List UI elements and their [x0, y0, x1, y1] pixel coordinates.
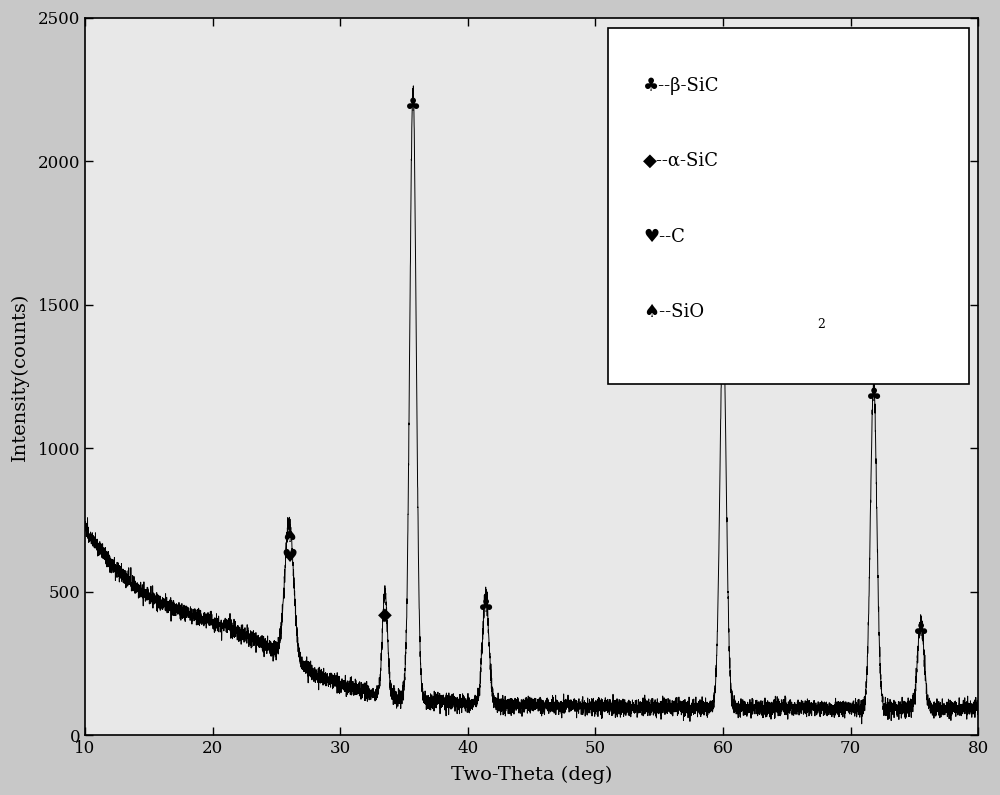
Text: ♥: ♥ [281, 548, 297, 566]
Text: ◆: ◆ [378, 606, 392, 623]
FancyBboxPatch shape [608, 29, 969, 384]
Text: ♣: ♣ [913, 622, 929, 641]
X-axis label: Two-Theta (deg): Two-Theta (deg) [451, 766, 612, 784]
Text: ♠--SiO: ♠--SiO [643, 303, 704, 321]
Text: ♣: ♣ [866, 387, 882, 405]
Text: ♣: ♣ [715, 327, 731, 345]
Text: ◆--α-SiC: ◆--α-SiC [643, 152, 719, 170]
Text: ♠: ♠ [281, 528, 297, 546]
Text: ♥--C: ♥--C [643, 227, 685, 246]
Text: ♣--β-SiC: ♣--β-SiC [643, 77, 720, 95]
Text: 2: 2 [817, 318, 825, 332]
Y-axis label: Intensity(counts): Intensity(counts) [11, 293, 29, 461]
Text: ♣: ♣ [478, 599, 494, 616]
Text: ♣: ♣ [405, 97, 421, 115]
